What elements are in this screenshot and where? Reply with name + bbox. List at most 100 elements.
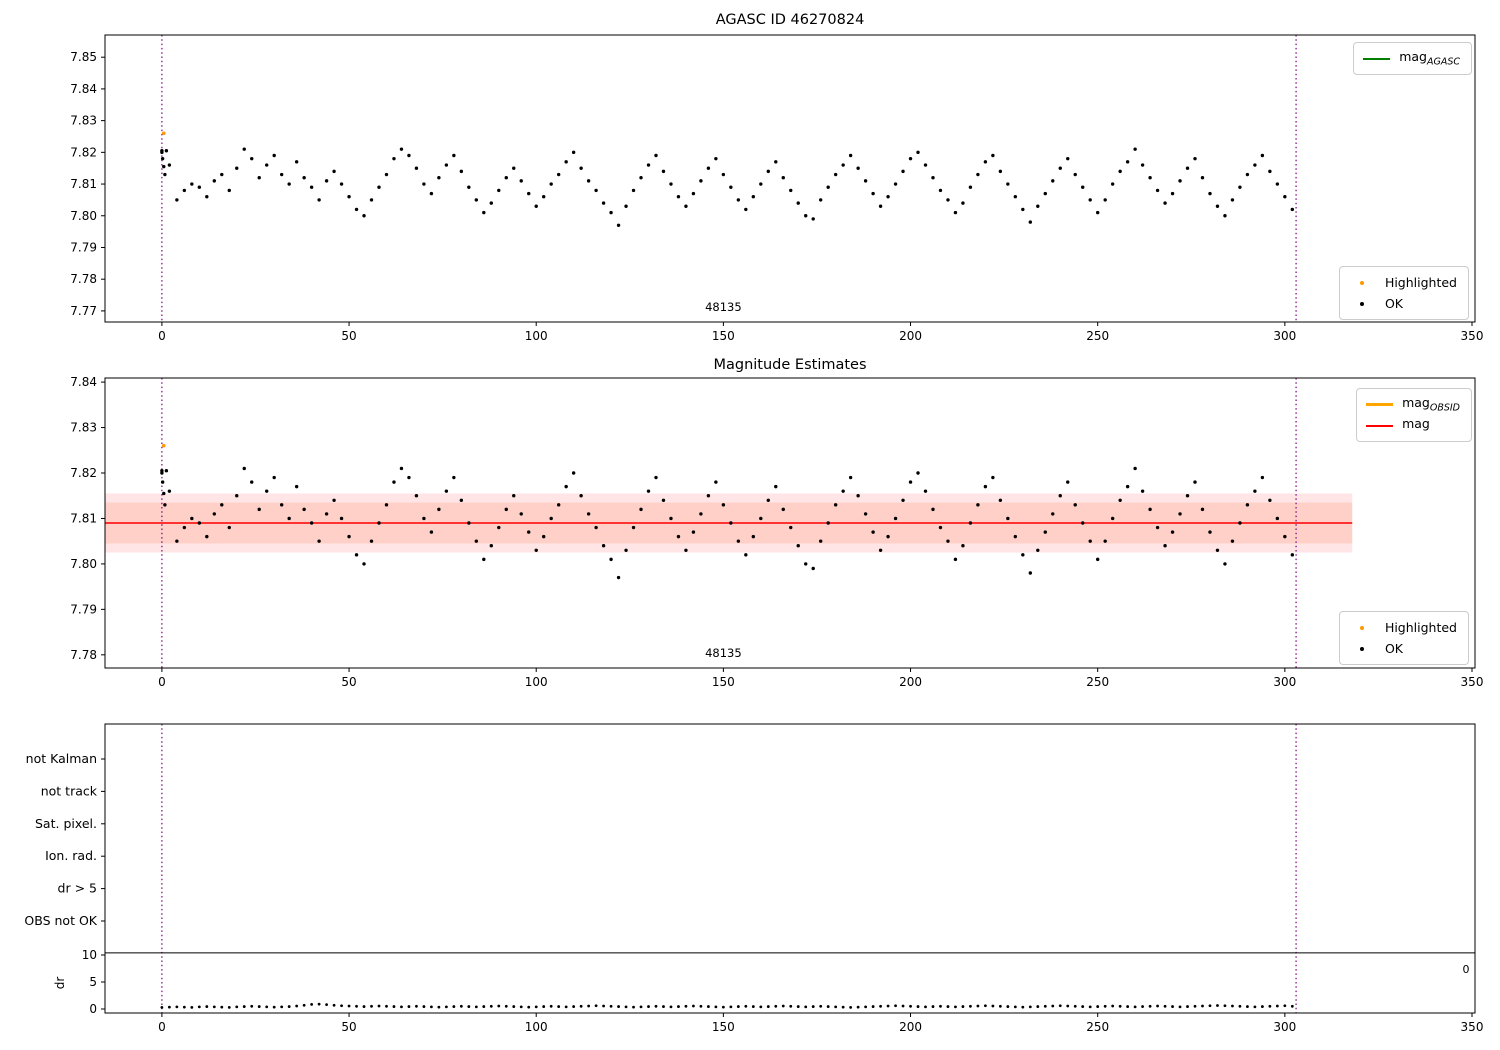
dr-point <box>924 1005 927 1009</box>
ok-point <box>654 475 658 480</box>
ok-point <box>594 188 598 193</box>
ok-point <box>631 525 636 530</box>
ok-point <box>1148 507 1152 512</box>
legend-row: mag <box>1366 415 1460 436</box>
dr-point <box>1208 1004 1212 1008</box>
ok-point <box>691 530 696 534</box>
x-tick-label: 250 <box>1086 675 1109 689</box>
y-tick-label: 7.78 <box>70 272 97 286</box>
ok-point <box>1073 172 1077 177</box>
ok-point <box>781 507 785 512</box>
plot2-title: Magnitude Estimates <box>713 357 867 373</box>
ok-point <box>1006 182 1010 186</box>
dr-point <box>415 1004 418 1008</box>
dr-point <box>272 1005 276 1009</box>
ok-point <box>467 521 471 525</box>
dr-point <box>736 1005 740 1008</box>
dr-point <box>1051 1004 1055 1008</box>
dr-point <box>474 1005 478 1009</box>
ok-point <box>1170 530 1175 534</box>
ok-point <box>1185 166 1190 170</box>
ok-point <box>744 207 748 212</box>
dr-point <box>1246 1005 1249 1008</box>
dr-point <box>781 1004 785 1008</box>
dr-point <box>961 1005 965 1008</box>
y-tick-label: 7.81 <box>70 511 97 525</box>
y-tick-label: 7.79 <box>70 240 97 254</box>
ok-point <box>676 195 681 199</box>
ok-point <box>474 198 479 202</box>
ok-point <box>527 191 531 196</box>
ok-point <box>1215 548 1220 552</box>
dr-point <box>392 1005 396 1008</box>
ok-point <box>175 198 179 202</box>
ok-point <box>162 491 166 496</box>
y-tick-label: 7.80 <box>70 557 97 571</box>
ok-point <box>354 207 359 212</box>
dr-point <box>991 1004 995 1008</box>
dr-point <box>1201 1004 1204 1008</box>
ok-point <box>362 562 366 566</box>
ok-point <box>212 179 217 183</box>
ok-point <box>1178 179 1182 183</box>
dr-point <box>407 1005 411 1008</box>
ok-point <box>871 530 875 534</box>
dr-point <box>826 1005 830 1008</box>
dr-point <box>714 1005 718 1009</box>
ok-point <box>474 539 479 543</box>
ok-point <box>534 548 538 552</box>
ok-point <box>1028 220 1033 224</box>
ok-marker-icon <box>1359 301 1364 306</box>
y-tick-label: 7.80 <box>70 209 97 223</box>
ok-point <box>1185 494 1190 498</box>
dr-point <box>332 1003 336 1007</box>
dr-point <box>534 1005 538 1009</box>
x-tick-label: 50 <box>341 329 356 343</box>
x-tick-label: 50 <box>341 675 356 689</box>
ok-point <box>452 475 456 480</box>
dr-point <box>1253 1005 1257 1009</box>
dr-point <box>1231 1004 1234 1008</box>
ok-point <box>1110 516 1115 521</box>
dr-point <box>197 1005 201 1009</box>
x-tick-label: 100 <box>525 675 548 689</box>
ok-point <box>751 195 756 199</box>
ok-point <box>706 494 711 498</box>
dr-point <box>347 1004 351 1008</box>
ok-point <box>1103 539 1107 543</box>
dr-point <box>1028 1005 1032 1009</box>
ok-point <box>669 182 673 186</box>
ok-point <box>197 521 202 525</box>
dr-point <box>1178 1005 1182 1009</box>
dr-point <box>954 1005 957 1009</box>
ok-point <box>377 185 381 189</box>
dr-point <box>1268 1004 1272 1008</box>
ok-point <box>811 566 815 571</box>
dr-point <box>909 1004 912 1008</box>
ok-point <box>1290 553 1295 557</box>
plot-agasc: 0 50 100 150 200 250 300 350 7.85 7.84 7.83 7.82 7.8… <box>70 34 1483 343</box>
ok-point <box>931 176 935 180</box>
dr-point <box>175 1005 179 1009</box>
dr-point <box>385 1004 388 1008</box>
flag-category-label: Sat. pixel. <box>35 816 97 831</box>
dr-point <box>602 1004 605 1008</box>
ok-point <box>616 575 621 580</box>
ok-point <box>1238 185 1242 189</box>
ok-point <box>1290 207 1295 212</box>
ok-point <box>616 223 621 227</box>
dr-point <box>804 1005 808 1009</box>
ok-point <box>250 480 254 484</box>
dr-point <box>841 1005 845 1009</box>
ok-point <box>751 534 756 539</box>
ok-point <box>624 204 628 208</box>
y-tick-label: 7.77 <box>70 304 97 318</box>
ok-point <box>976 503 980 507</box>
ok-point <box>1178 512 1182 516</box>
ok-point <box>991 153 995 158</box>
ok-point <box>601 544 606 548</box>
ok-point <box>938 188 943 193</box>
ok-point <box>863 512 868 516</box>
ok-point <box>586 179 591 183</box>
highlighted-points <box>161 131 166 136</box>
